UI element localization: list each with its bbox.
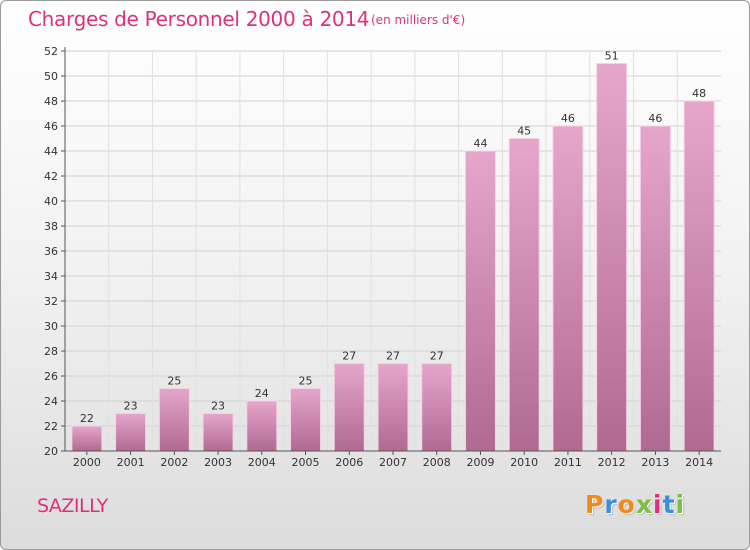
bar-2011 bbox=[552, 125, 584, 452]
bar-2000 bbox=[71, 425, 103, 452]
axes: 20 22 24 26 28 30 32 34 36 38 40 42 44 46 48 50 52 2000 20… bbox=[44, 45, 721, 469]
value-label: 46 bbox=[561, 112, 575, 125]
bar-2012 bbox=[596, 63, 628, 452]
y-tick-label: 42 bbox=[44, 170, 58, 183]
bar-2009 bbox=[464, 150, 496, 452]
bar-2001 bbox=[115, 413, 147, 452]
x-tick-label: 2002 bbox=[160, 456, 188, 469]
value-label: 24 bbox=[255, 387, 269, 400]
x-tick-label: 2011 bbox=[554, 456, 582, 469]
value-label: 27 bbox=[386, 350, 400, 363]
value-label: 51 bbox=[605, 50, 619, 63]
bar-2008 bbox=[421, 363, 453, 452]
y-tick-label: 34 bbox=[44, 270, 58, 283]
x-tick-label: 2004 bbox=[248, 456, 276, 469]
y-tick-label: 52 bbox=[44, 45, 58, 58]
data-labels: 22 23 25 23 24 25 27 27 27 44 45 46 51 46 48 bbox=[80, 50, 706, 426]
value-label: 25 bbox=[167, 375, 181, 388]
bar-2007 bbox=[377, 363, 409, 452]
x-tick-label: 2005 bbox=[292, 456, 320, 469]
bar-2005 bbox=[290, 388, 322, 452]
x-tick-label: 2014 bbox=[685, 456, 713, 469]
y-tick-label: 38 bbox=[44, 220, 58, 233]
bar-2013 bbox=[639, 125, 671, 452]
value-label: 22 bbox=[80, 412, 94, 425]
logo-letter: r bbox=[604, 490, 618, 519]
x-tick-label: 2001 bbox=[117, 456, 145, 469]
bars bbox=[71, 63, 715, 452]
y-tick-label: 32 bbox=[44, 295, 58, 308]
x-tick-label: 2008 bbox=[423, 456, 451, 469]
value-label: 45 bbox=[517, 125, 531, 138]
chart-subtitle: (en milliers d'€) bbox=[371, 13, 466, 27]
bar-2014 bbox=[683, 100, 715, 452]
y-tick-label: 44 bbox=[44, 145, 58, 158]
bar-2010 bbox=[508, 138, 540, 452]
y-tick-label: 50 bbox=[44, 70, 58, 83]
value-label: 48 bbox=[692, 87, 706, 100]
y-tick-label: 40 bbox=[44, 195, 58, 208]
y-tick-label: 24 bbox=[44, 395, 58, 408]
value-label: 23 bbox=[211, 400, 225, 413]
value-label: 44 bbox=[473, 137, 487, 150]
bar-2002 bbox=[158, 388, 190, 452]
logo-letter: t bbox=[662, 490, 676, 519]
logo-letter: o bbox=[617, 490, 636, 519]
x-tick-label: 2009 bbox=[466, 456, 494, 469]
x-tick-label: 2006 bbox=[335, 456, 363, 469]
x-tick-label: 2013 bbox=[641, 456, 669, 469]
y-tick-label: 30 bbox=[44, 320, 58, 333]
x-tick-label: 2012 bbox=[598, 456, 626, 469]
bar-2003 bbox=[202, 413, 234, 452]
y-tick-label: 46 bbox=[44, 120, 58, 133]
y-tick-label: 26 bbox=[44, 370, 58, 383]
x-tick-label: 2000 bbox=[73, 456, 101, 469]
y-tick-label: 28 bbox=[44, 345, 58, 358]
y-tick-label: 22 bbox=[44, 420, 58, 433]
x-tick-label: 2007 bbox=[379, 456, 407, 469]
bar-2006 bbox=[333, 363, 365, 452]
logo-letter: x bbox=[635, 490, 653, 519]
value-label: 25 bbox=[299, 375, 313, 388]
value-label: 27 bbox=[430, 350, 444, 363]
proxiti-logo: Proxiti bbox=[585, 490, 685, 519]
logo-letter: i bbox=[653, 490, 663, 519]
logo-letter: P bbox=[585, 490, 605, 519]
x-tick-label: 2010 bbox=[510, 456, 538, 469]
logo-letter: i bbox=[675, 490, 686, 519]
x-tick-label: 2003 bbox=[204, 456, 232, 469]
y-tick-label: 36 bbox=[44, 245, 58, 258]
y-tick-label: 20 bbox=[44, 445, 58, 458]
commune-name: SAZILLY bbox=[37, 495, 108, 517]
y-tick-label: 48 bbox=[44, 95, 58, 108]
value-label: 23 bbox=[124, 400, 138, 413]
bar-2004 bbox=[246, 400, 278, 452]
value-label: 46 bbox=[648, 112, 662, 125]
chart-title: Charges de Personnel 2000 à 2014 bbox=[28, 7, 370, 31]
value-label: 27 bbox=[342, 350, 356, 363]
